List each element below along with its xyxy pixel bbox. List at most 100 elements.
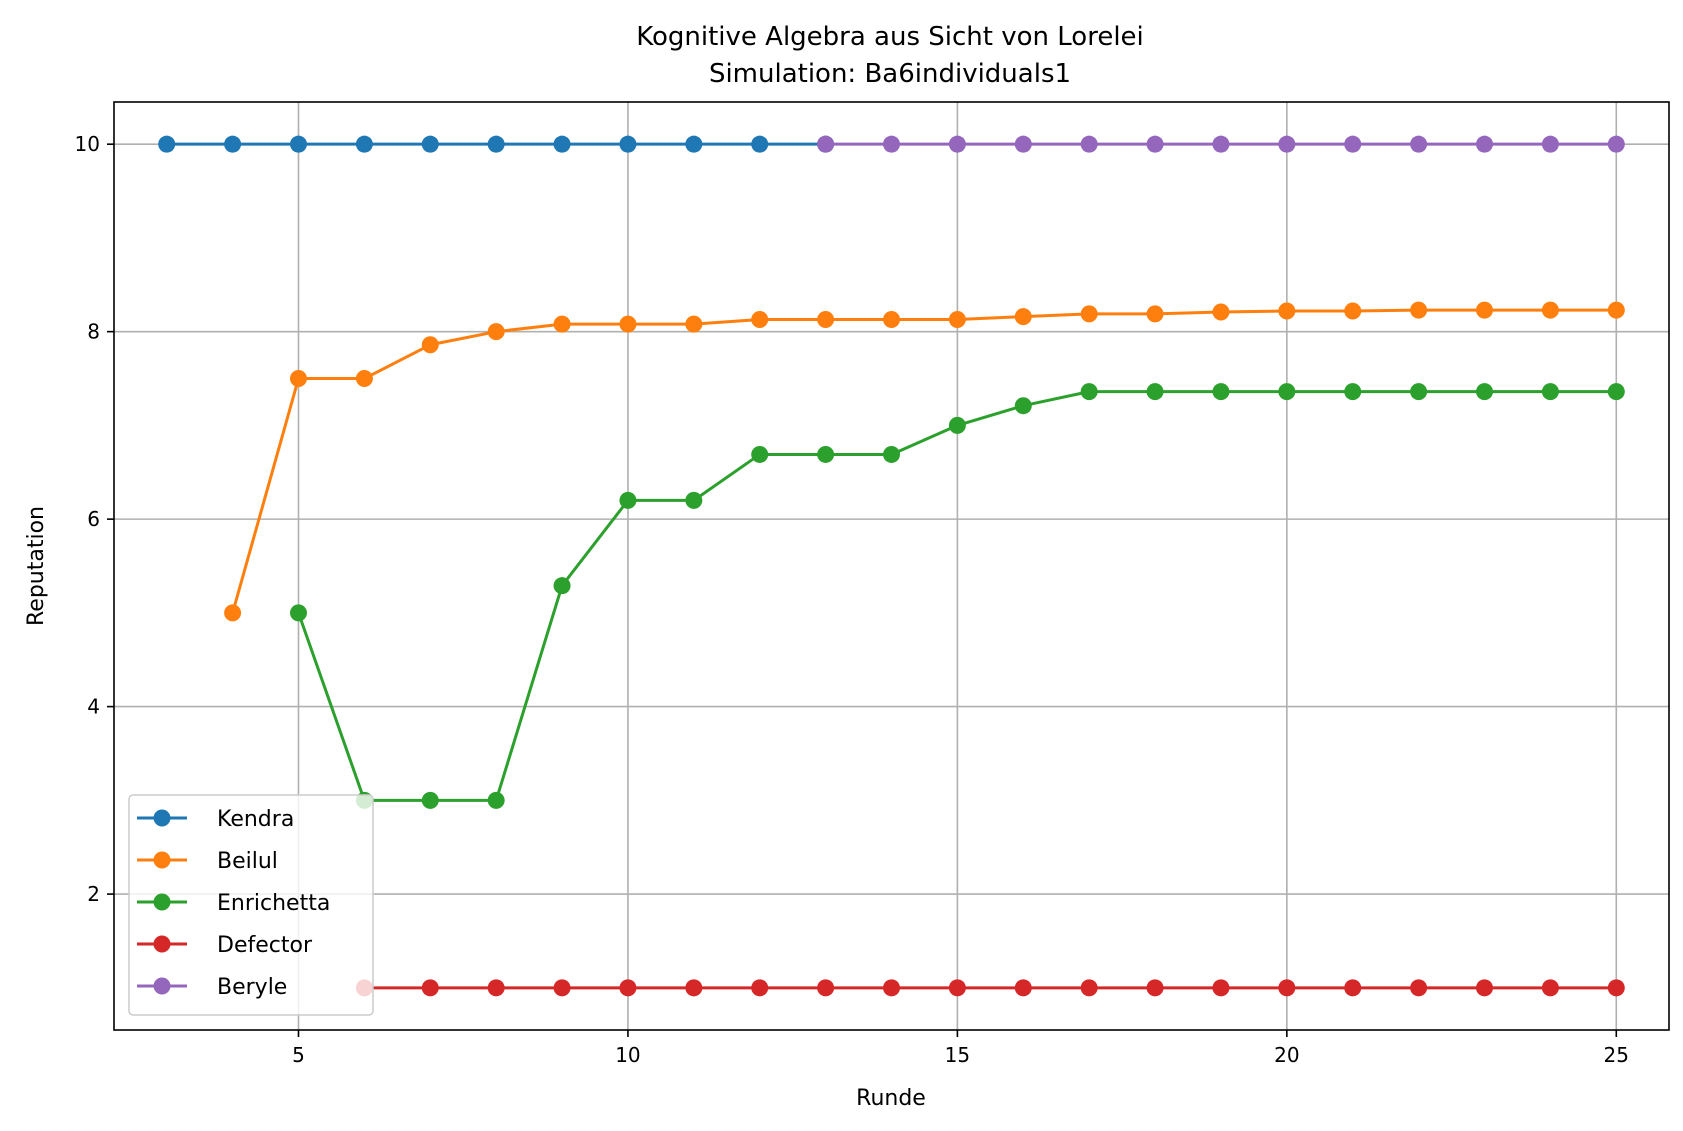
data-point-defector	[1476, 979, 1494, 997]
data-point-defector	[619, 979, 637, 997]
data-point-enrichetta	[883, 445, 900, 463]
data-point-beilul	[685, 315, 703, 333]
series-group	[158, 135, 1625, 997]
data-point-defector	[685, 979, 703, 997]
data-point-kendra	[421, 135, 439, 153]
data-point-kendra	[553, 135, 571, 153]
data-point-defector	[1014, 979, 1032, 997]
data-point-enrichetta	[289, 604, 307, 622]
legend-label-enrichetta: Enrichetta	[217, 891, 330, 916]
data-point-beilul	[355, 370, 373, 388]
data-point-enrichetta	[1607, 383, 1625, 401]
data-point-kendra	[751, 135, 769, 153]
data-point-enrichetta	[1278, 383, 1296, 401]
data-point-defector	[1607, 979, 1625, 997]
series-beilul	[224, 301, 1625, 622]
ticks: 5 10 15 20 25 2 4 6 8 10	[75, 132, 1629, 1067]
y-tick-label: 4	[87, 695, 100, 719]
legend-marker	[153, 893, 171, 911]
data-point-defector	[1410, 979, 1428, 997]
series-kendra	[158, 135, 835, 153]
y-axis-label: Reputation	[24, 506, 49, 626]
data-point-defector	[421, 979, 439, 997]
x-tick-label: 20	[1274, 1043, 1299, 1067]
data-point-kendra	[487, 135, 505, 153]
data-point-beilul	[1344, 302, 1362, 320]
data-point-kendra	[158, 135, 176, 153]
data-point-beryle	[1476, 135, 1494, 153]
data-point-beilul	[421, 336, 439, 354]
data-point-beryle	[1410, 135, 1428, 153]
data-point-beryle	[1080, 135, 1098, 153]
data-point-kendra	[289, 135, 307, 153]
data-point-defector	[553, 979, 571, 997]
data-point-beryle	[1344, 135, 1362, 153]
plot-frame	[113, 101, 1670, 1031]
series-enrichetta	[289, 383, 1625, 809]
data-point-beilul	[1410, 301, 1428, 319]
data-point-kendra	[619, 135, 637, 153]
data-point-beilul	[487, 323, 505, 341]
data-point-beilul	[553, 315, 571, 333]
legend-marker	[153, 851, 171, 869]
data-point-beilul	[948, 310, 966, 328]
y-tick-label: 8	[87, 320, 100, 344]
data-point-beilul	[883, 310, 900, 328]
y-tick-label: 6	[87, 507, 100, 531]
data-point-beilul	[817, 310, 835, 328]
data-point-enrichetta	[1014, 397, 1032, 415]
data-point-beilul	[289, 370, 307, 388]
data-point-beilul	[619, 315, 637, 333]
x-tick-label: 5	[292, 1043, 305, 1067]
data-point-enrichetta	[948, 416, 966, 434]
data-point-kendra	[355, 135, 373, 153]
x-tick-label: 25	[1604, 1043, 1629, 1067]
data-point-enrichetta	[421, 791, 439, 809]
y-tick-label: 10	[75, 132, 100, 156]
data-point-defector	[883, 979, 900, 997]
data-point-defector	[1278, 979, 1296, 997]
legend-marker	[153, 935, 171, 953]
legend-label-defector: Defector	[217, 933, 313, 958]
data-point-enrichetta	[1476, 383, 1494, 401]
x-tick-label: 10	[615, 1043, 640, 1067]
data-point-beilul	[224, 604, 242, 622]
y-tick-label: 2	[87, 882, 100, 906]
data-point-beilul	[1278, 302, 1296, 320]
data-point-enrichetta	[685, 491, 703, 509]
data-point-beilul	[1476, 301, 1494, 319]
data-point-beilul	[1607, 301, 1625, 319]
data-point-defector	[487, 979, 505, 997]
data-point-beryle	[817, 135, 835, 153]
data-point-enrichetta	[1212, 383, 1230, 401]
legend-label-beryle: Beryle	[217, 975, 287, 1000]
data-point-beryle	[948, 135, 966, 153]
data-point-defector	[948, 979, 966, 997]
legend-marker	[153, 809, 171, 827]
data-point-enrichetta	[1541, 383, 1559, 401]
data-point-beryle	[1278, 135, 1296, 153]
data-point-kendra	[685, 135, 703, 153]
data-point-beilul	[751, 310, 769, 328]
data-point-enrichetta	[1146, 383, 1164, 401]
data-point-kendra	[224, 135, 242, 153]
series-beryle	[817, 135, 1625, 153]
data-point-defector	[1212, 979, 1230, 997]
data-point-defector	[1344, 979, 1362, 997]
data-point-enrichetta	[1410, 383, 1428, 401]
data-point-defector	[751, 979, 769, 997]
data-point-defector	[1146, 979, 1164, 997]
data-point-beryle	[1014, 135, 1032, 153]
data-point-defector	[817, 979, 835, 997]
legend: Kendra Beilul Enrichetta Defector Beryle	[128, 794, 374, 1016]
data-point-beryle	[1146, 135, 1164, 153]
data-point-enrichetta	[817, 445, 835, 463]
data-point-beilul	[1014, 308, 1032, 326]
data-point-enrichetta	[1080, 383, 1098, 401]
data-point-defector	[1541, 979, 1559, 997]
chart-subtitle: Simulation: Ba6individuals1	[709, 59, 1071, 89]
legend-marker	[153, 977, 171, 995]
legend-label-kendra: Kendra	[217, 807, 294, 832]
data-point-enrichetta	[1344, 383, 1362, 401]
